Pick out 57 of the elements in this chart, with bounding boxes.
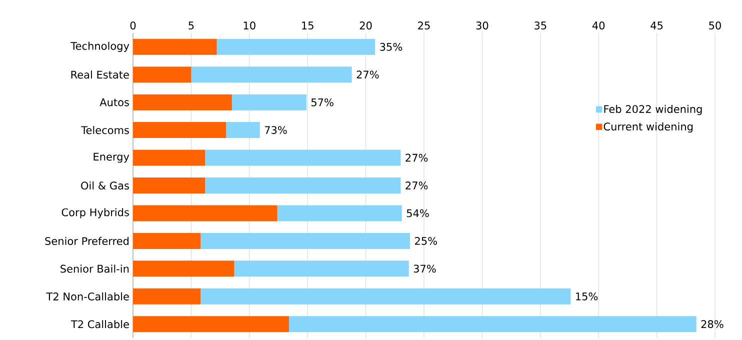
annotation: 37% (414, 264, 436, 273)
x-tick-label: 30 (476, 22, 488, 30)
bar (234, 260, 409, 277)
bar (133, 260, 234, 277)
bar (226, 122, 260, 138)
y-tick-label: T2 Callable (70, 320, 129, 328)
bar (133, 232, 201, 249)
x-tick-label: 40 (592, 22, 605, 30)
bar (232, 94, 306, 110)
x-tick-label: 50 (709, 22, 721, 30)
x-tick-label: 10 (244, 22, 256, 30)
y-tick-label: Senior Bail-in (60, 264, 129, 273)
y-tick-label: Senior Preferred (45, 236, 129, 246)
annotation: 25% (414, 236, 437, 245)
y-tick-label: T2 Non-Callable (46, 292, 129, 300)
y-tick-label: Real Estate (71, 70, 129, 79)
x-tick-label: 20 (360, 22, 372, 30)
x-tick-label: 45 (650, 22, 663, 30)
y-tick-label: Telecoms (81, 126, 129, 134)
bar (200, 288, 571, 304)
y-tick-label: Energy (94, 152, 130, 163)
bar (133, 38, 217, 55)
bar (133, 122, 226, 138)
annotation: 54% (406, 209, 429, 218)
annotation: 15% (576, 292, 598, 300)
y-tick-label: Corp Hybrids (62, 208, 129, 218)
bar (288, 316, 696, 332)
legend-label: Current widening (604, 122, 693, 133)
x-tick-label: 15 (302, 22, 314, 30)
annotation: 73% (264, 126, 287, 134)
bar (133, 288, 201, 304)
bar (216, 38, 376, 55)
legend-label: Feb 2022 widening (604, 104, 702, 116)
bar (133, 66, 192, 83)
x-tick-label: 25 (418, 22, 430, 30)
bar (133, 205, 278, 222)
annotation: 57% (311, 98, 334, 106)
annotation: 27% (406, 182, 428, 190)
bar (205, 177, 401, 194)
x-tick-label: 0 (130, 22, 136, 30)
y-tick-label: Oil & Gas (81, 181, 129, 190)
bar (133, 316, 289, 332)
y-tick-label: Technology (70, 42, 130, 52)
x-tick-label: 35 (534, 22, 546, 30)
annotation: 28% (701, 320, 724, 328)
bar (200, 232, 410, 249)
annotation: 27% (356, 70, 379, 79)
bar (133, 177, 206, 194)
x-tick-label: 5 (188, 22, 194, 30)
bar (133, 150, 206, 166)
bar (205, 150, 401, 166)
y-tick-label: Autos (100, 98, 129, 106)
bar (133, 94, 232, 110)
bar (191, 66, 352, 83)
annotation: 27% (406, 154, 428, 162)
annotation: 35% (380, 42, 402, 51)
bar (277, 205, 402, 222)
